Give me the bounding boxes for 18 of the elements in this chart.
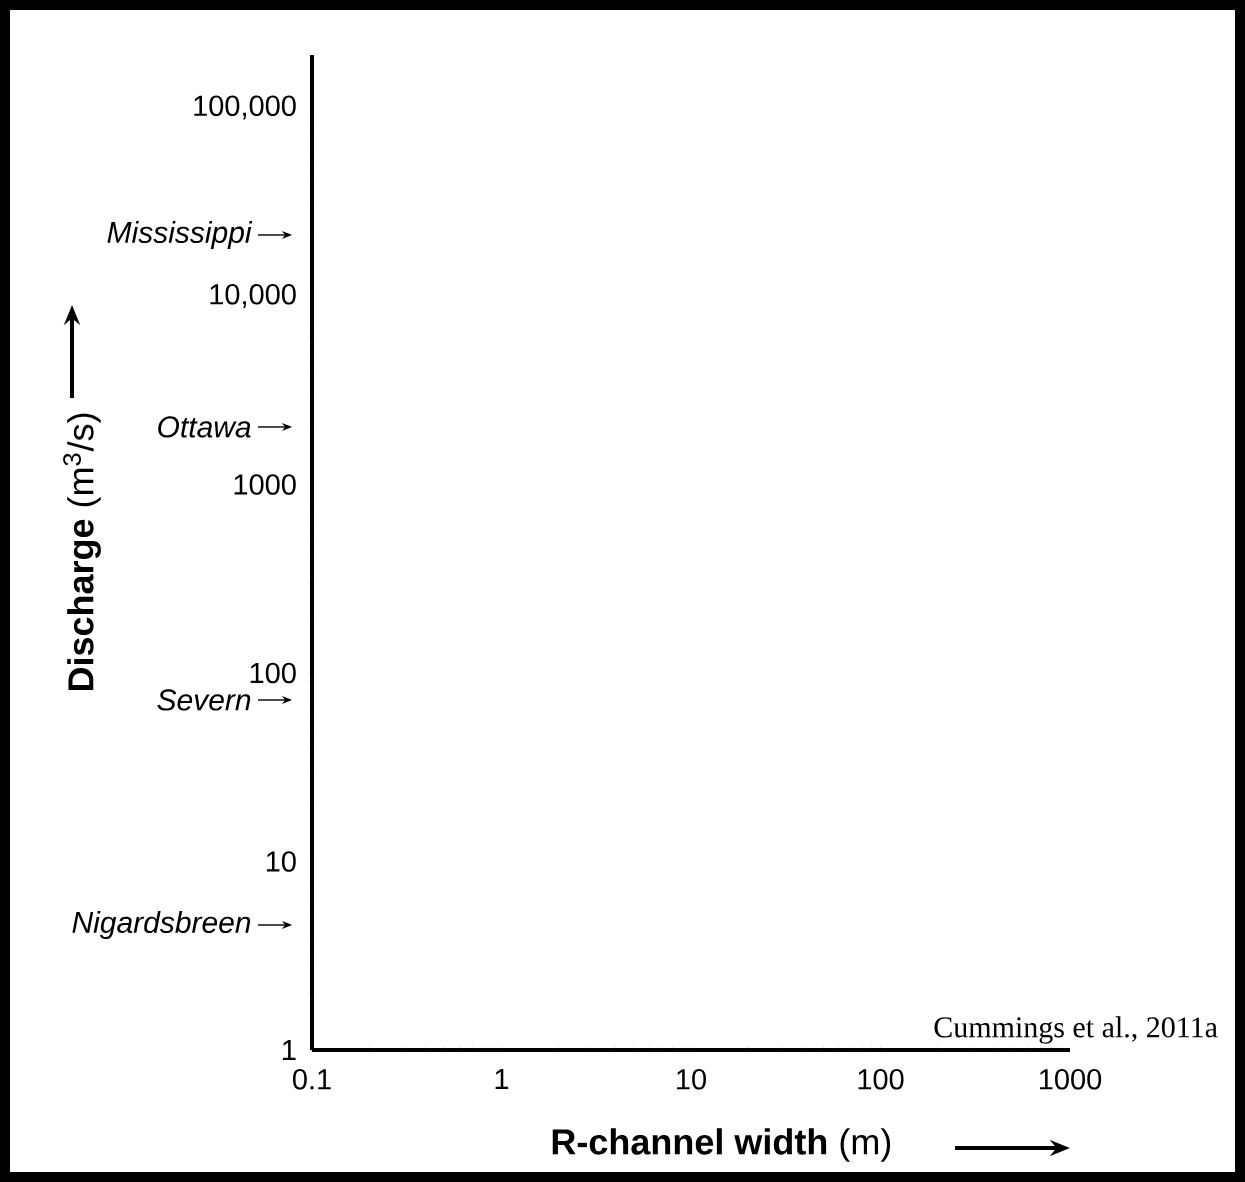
text: Nigardsbreen bbox=[72, 911, 251, 939]
text: Severn bbox=[157, 689, 251, 711]
text: Mississippi bbox=[107, 221, 253, 249]
y-tick-label: 10,000 bbox=[210, 284, 296, 308]
x-tick-label: 10 bbox=[677, 1069, 706, 1090]
y-tick-label: 100 bbox=[250, 662, 296, 684]
y-tick-label: 1000 bbox=[234, 474, 296, 495]
x-tick-label: 100 bbox=[858, 1069, 904, 1090]
text: Ottawa bbox=[158, 416, 251, 438]
y-tick-label: 1 bbox=[283, 1040, 296, 1060]
x-tick-label: 1000 bbox=[1039, 1069, 1102, 1090]
annotation: Cummings et al., 2011a bbox=[934, 1016, 1218, 1044]
y-tick-label: 10 bbox=[266, 851, 296, 872]
x-tick-label: 1 bbox=[495, 1069, 509, 1090]
y-axis-title: Discharge (m$^{3}$/s) bbox=[63, 413, 101, 691]
x-axis-title: R-channel width (m) bbox=[552, 1128, 891, 1162]
y-tick-label: 100,000 bbox=[194, 95, 296, 120]
x-tick-label: 0.1 bbox=[292, 1069, 331, 1090]
